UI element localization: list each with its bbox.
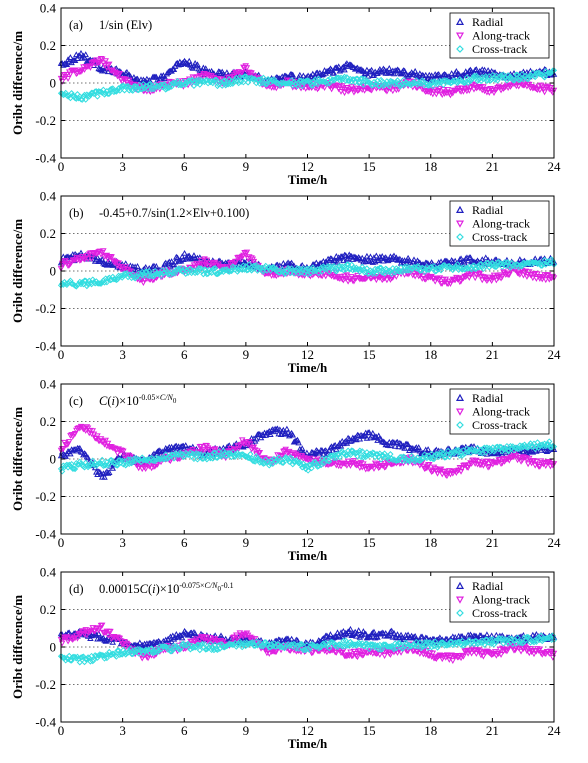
y-tick-label: -0.2 bbox=[35, 301, 56, 316]
x-tick-label: 3 bbox=[119, 535, 126, 550]
y-tick-label: -0.2 bbox=[35, 489, 56, 504]
data-points bbox=[59, 51, 557, 102]
y-tick-label: 0 bbox=[50, 452, 57, 467]
data-point bbox=[135, 264, 140, 268]
y-tick-label: 0.4 bbox=[40, 377, 57, 392]
data-point bbox=[182, 251, 187, 255]
x-tick-label: 15 bbox=[363, 347, 376, 362]
legend-label: Radial bbox=[472, 15, 504, 29]
data-point bbox=[499, 653, 504, 657]
legend-label: Radial bbox=[472, 203, 504, 217]
x-tick-label: 0 bbox=[58, 159, 65, 174]
x-tick-label: 24 bbox=[548, 159, 562, 174]
data-point bbox=[356, 628, 361, 632]
x-tick-label: 21 bbox=[486, 347, 499, 362]
data-point bbox=[382, 654, 387, 658]
formula-part: -0.05× bbox=[139, 393, 160, 402]
data-point bbox=[289, 637, 294, 641]
legend-label: Along-track bbox=[472, 405, 530, 419]
y-tick-label: 0 bbox=[50, 264, 57, 279]
y-tick-label: -0.2 bbox=[35, 113, 56, 128]
panel-label: (c) bbox=[69, 394, 83, 408]
x-tick-label: 9 bbox=[243, 159, 250, 174]
x-tick-label: 0 bbox=[58, 535, 65, 550]
y-tick-label: 0.2 bbox=[40, 38, 56, 53]
x-tick-label: 6 bbox=[181, 159, 188, 174]
y-axis-label: Oribt difference/m bbox=[10, 219, 25, 323]
x-tick-label: 6 bbox=[181, 347, 188, 362]
y-axis-label: Oribt difference/m bbox=[10, 407, 25, 511]
x-axis-label: Time/h bbox=[288, 360, 328, 375]
panel-formula: -0.45+0.7/sin(1.2×Elv+0.100) bbox=[99, 206, 249, 220]
data-point bbox=[60, 641, 65, 645]
x-tick-label: 24 bbox=[548, 347, 562, 362]
x-tick-label: 15 bbox=[363, 159, 376, 174]
formula-part: C/N bbox=[160, 393, 174, 402]
x-axis-label: Time/h bbox=[288, 172, 328, 187]
y-tick-label: 0 bbox=[50, 76, 57, 91]
y-tick-label: 0.4 bbox=[40, 189, 57, 204]
data-point bbox=[550, 655, 555, 659]
y-axis-label: Oribt difference/m bbox=[10, 31, 25, 135]
data-point bbox=[83, 52, 88, 56]
x-tick-label: 6 bbox=[181, 535, 188, 550]
formula-part: 1/sin (Elv) bbox=[99, 18, 152, 32]
legend-label: Cross-track bbox=[472, 230, 527, 244]
data-point bbox=[187, 59, 192, 63]
x-tick-label: 18 bbox=[424, 159, 437, 174]
legend-label: Cross-track bbox=[472, 42, 527, 56]
x-tick-label: 21 bbox=[486, 535, 499, 550]
data-point bbox=[305, 451, 310, 455]
panel-formula: C(i)×10-0.05×C/N0 bbox=[99, 393, 177, 408]
data-point bbox=[387, 66, 392, 70]
data-point bbox=[485, 632, 490, 636]
data-point bbox=[500, 275, 505, 279]
panel-label: (b) bbox=[69, 206, 84, 220]
x-tick-label: 9 bbox=[243, 535, 250, 550]
x-tick-label: 18 bbox=[424, 347, 437, 362]
panel-label: (a) bbox=[69, 18, 83, 32]
data-point bbox=[197, 648, 202, 653]
data-point bbox=[394, 274, 399, 278]
data-points bbox=[59, 249, 557, 289]
y-tick-label: 0.4 bbox=[40, 1, 57, 16]
data-points bbox=[59, 623, 557, 665]
data-point bbox=[197, 255, 202, 259]
data-point bbox=[481, 654, 486, 658]
y-tick-label: 0.2 bbox=[40, 226, 56, 241]
legend-label: Along-track bbox=[472, 29, 530, 43]
x-tick-label: 9 bbox=[243, 347, 250, 362]
legend-label: Along-track bbox=[472, 217, 530, 231]
panel-formula: 1/sin (Elv) bbox=[99, 18, 152, 32]
data-point bbox=[413, 69, 418, 73]
y-tick-label: -0.4 bbox=[35, 339, 56, 354]
x-tick-label: 3 bbox=[119, 347, 126, 362]
x-tick-label: 21 bbox=[486, 159, 499, 174]
y-tick-label: -0.4 bbox=[35, 151, 56, 166]
formula-part: -0.45+0.7/sin(1.2×Elv+0.100) bbox=[99, 206, 249, 220]
x-tick-label: 3 bbox=[119, 159, 126, 174]
y-tick-label: 0.2 bbox=[40, 414, 56, 429]
x-tick-label: 15 bbox=[363, 535, 376, 550]
data-point bbox=[450, 659, 455, 663]
y-tick-label: -0.4 bbox=[35, 527, 56, 542]
legend-label: Radial bbox=[472, 391, 504, 405]
formula-part: )×10 bbox=[115, 394, 139, 408]
x-tick-label: 24 bbox=[548, 535, 562, 550]
x-tick-label: 18 bbox=[424, 535, 437, 550]
x-axis-label: Time/h bbox=[288, 548, 328, 563]
legend-label: Cross-track bbox=[472, 418, 527, 432]
x-tick-label: 0 bbox=[58, 347, 65, 362]
formula-part: 0 bbox=[173, 397, 177, 405]
data-point bbox=[66, 77, 71, 81]
